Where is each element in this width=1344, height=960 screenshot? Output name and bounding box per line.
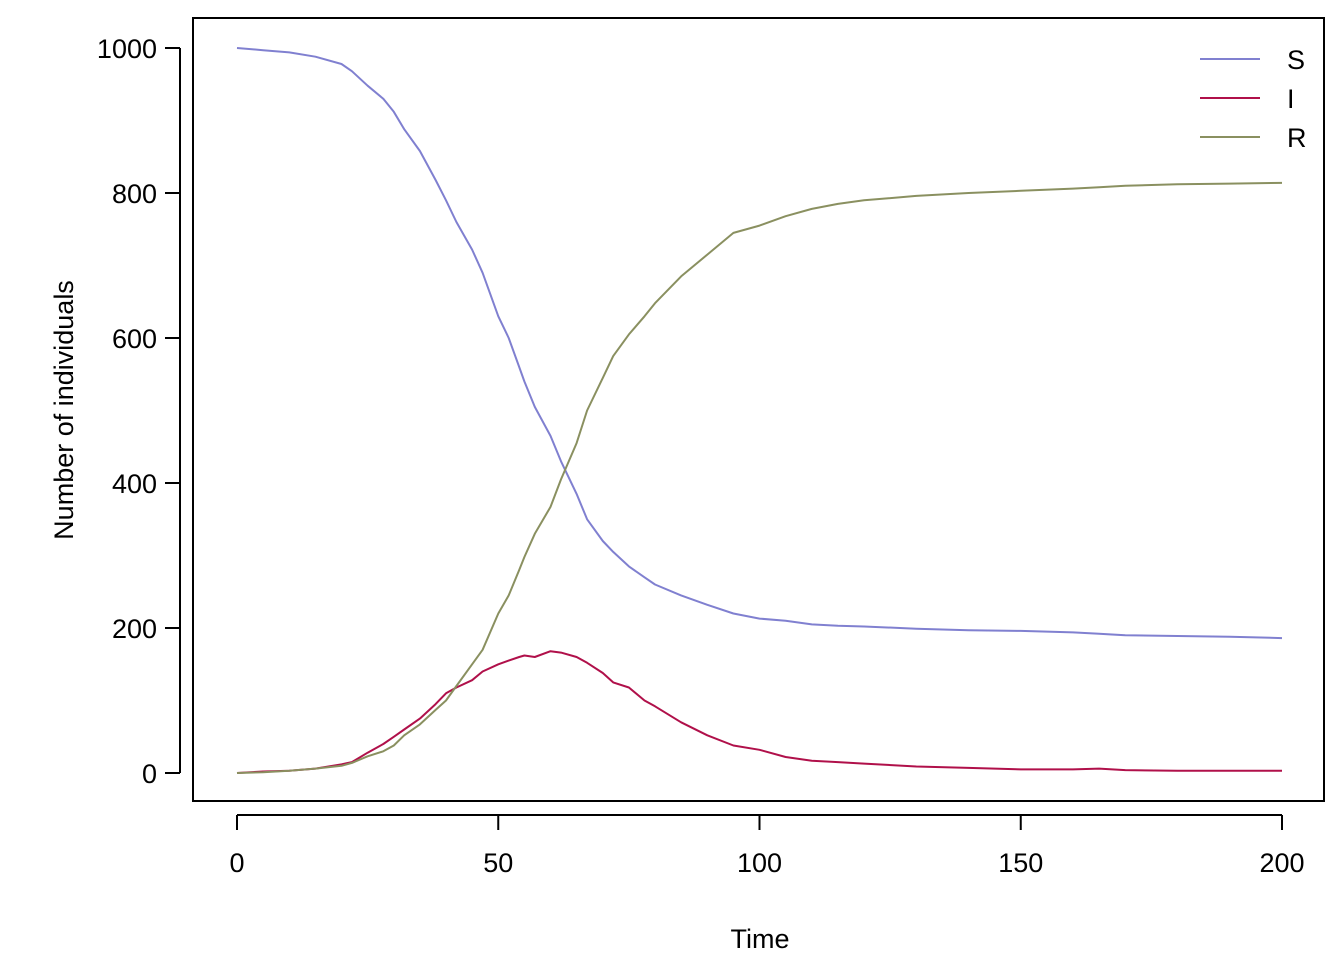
y-tick-label: 600	[112, 324, 157, 354]
series-line-r	[236, 181, 1283, 774]
x-tick-label: 150	[998, 848, 1043, 878]
series-line-i	[236, 650, 1282, 774]
x-axis: 0 50 100 150 200	[229, 814, 1305, 878]
legend-label-r: R	[1287, 123, 1307, 153]
x-tick-label: 0	[229, 848, 244, 878]
series-layer	[236, 47, 1283, 774]
x-tick-label: 50	[483, 848, 513, 878]
legend: SIR	[1200, 45, 1307, 153]
y-tick-label: 0	[142, 759, 157, 789]
x-tick-label: 100	[737, 848, 782, 878]
y-axis: 0 200 400 600 800 1000	[97, 34, 181, 789]
x-tick-label: 200	[1259, 848, 1304, 878]
y-tick-label: 400	[112, 469, 157, 499]
y-tick-label: 800	[112, 179, 157, 209]
y-tick-label: 200	[112, 614, 157, 644]
y-axis-title: Number of individuals	[49, 280, 79, 540]
x-axis-title: Time	[731, 924, 790, 954]
y-tick-label: 1000	[97, 34, 157, 64]
legend-label-i: I	[1287, 84, 1295, 114]
series-line-s	[236, 47, 1283, 640]
legend-label-s: S	[1287, 45, 1305, 75]
plot-area-frame	[192, 17, 1325, 802]
